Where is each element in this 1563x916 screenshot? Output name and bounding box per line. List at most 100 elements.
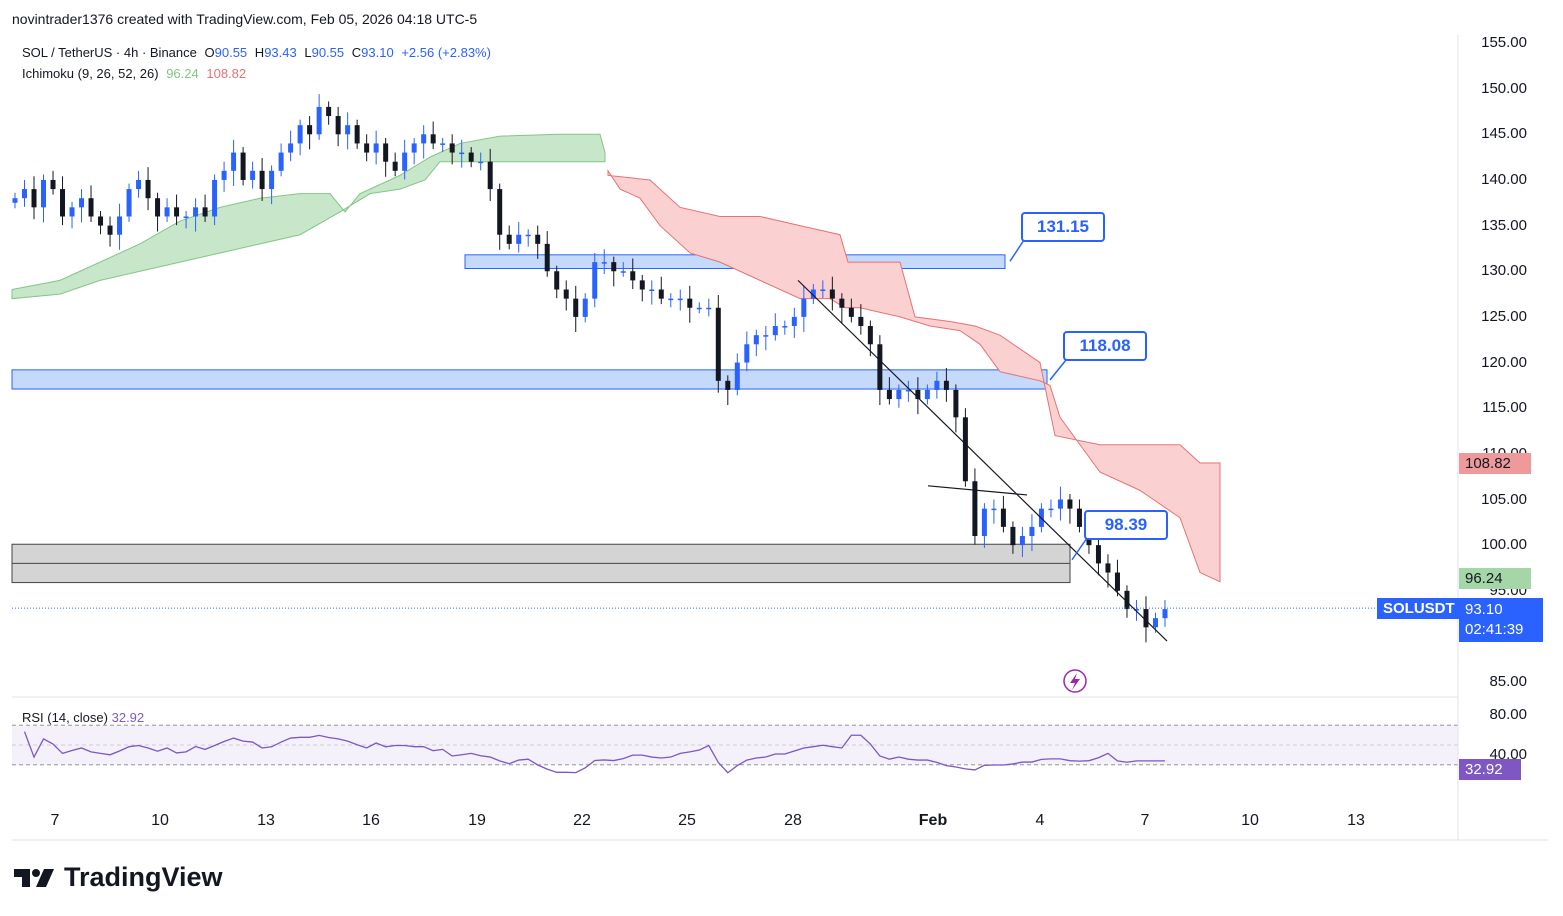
candle-body bbox=[668, 298, 674, 301]
candle-body bbox=[136, 179, 142, 190]
candle-body bbox=[943, 380, 949, 390]
tradingview-logo-icon bbox=[14, 868, 54, 887]
candle-body bbox=[1152, 618, 1158, 628]
candle-body bbox=[611, 262, 617, 272]
indicator-value-2: 108.82 bbox=[206, 66, 247, 81]
cloud-top-tag: 108.82 bbox=[1459, 453, 1531, 474]
candle-body bbox=[98, 216, 104, 226]
candle-body bbox=[202, 207, 208, 217]
cloud-bearish bbox=[607, 169, 1221, 583]
candle-body bbox=[411, 143, 417, 153]
candle-body bbox=[829, 289, 835, 299]
candle-body bbox=[468, 152, 474, 162]
candle-body bbox=[288, 143, 294, 153]
candle-body bbox=[715, 307, 721, 381]
consolidation-line[interactable] bbox=[927, 485, 1028, 496]
resistance-zone-118[interactable] bbox=[11, 369, 1048, 390]
candle-body bbox=[487, 161, 493, 190]
high-value: 93.43 bbox=[264, 45, 297, 60]
time-tick: 7 bbox=[1140, 812, 1150, 829]
candle-body bbox=[392, 161, 398, 171]
candle-body bbox=[373, 143, 379, 153]
symbol-label[interactable]: SOL / TetherUS · 4h · Binance bbox=[22, 45, 197, 60]
candle-body bbox=[886, 389, 892, 400]
indicator-label[interactable]: Ichimoku (9, 26, 52, 26) bbox=[22, 66, 159, 81]
candle-body bbox=[725, 380, 731, 390]
rsi-name: RSI (14, close) bbox=[22, 710, 108, 725]
close-key: C bbox=[351, 45, 362, 60]
candle-body bbox=[259, 170, 265, 190]
low-value: 90.55 bbox=[311, 45, 345, 60]
brand-name: TradingView bbox=[64, 862, 223, 892]
candle-body bbox=[364, 143, 370, 153]
candle-body bbox=[544, 243, 550, 272]
candle-body bbox=[269, 170, 275, 190]
callout-131[interactable]: 131.15 bbox=[1021, 212, 1105, 242]
downtrend-line[interactable] bbox=[797, 279, 1168, 642]
time-tick: 28 bbox=[784, 812, 802, 829]
overlay-layer bbox=[12, 239, 1377, 693]
candle-body bbox=[41, 179, 47, 208]
candle-body bbox=[79, 198, 85, 208]
candle-body bbox=[345, 125, 351, 135]
time-tick: 4 bbox=[1035, 812, 1045, 829]
candle-body bbox=[649, 289, 655, 292]
change-value: +2.56 (+2.83%) bbox=[401, 45, 491, 60]
candle-body bbox=[820, 289, 826, 292]
candle-body bbox=[563, 289, 569, 299]
time-tick: 16 bbox=[362, 812, 380, 829]
candle-body bbox=[12, 198, 18, 203]
candle-body bbox=[354, 125, 360, 144]
indicator-legend: Ichimoku (9, 26, 52, 26) 96.24 108.82 bbox=[22, 66, 250, 81]
time-tick: 19 bbox=[468, 812, 486, 829]
time-tick: 7 bbox=[50, 812, 60, 829]
candle-body bbox=[630, 271, 636, 281]
tradingview-logo[interactable]: TradingView bbox=[14, 862, 223, 893]
open-key: O bbox=[204, 45, 215, 60]
candle-body bbox=[421, 134, 427, 144]
candle-body bbox=[449, 143, 455, 153]
symbol-tag: SOLUSDT bbox=[1377, 598, 1459, 619]
candle-body bbox=[706, 307, 712, 310]
candle-body bbox=[307, 125, 313, 135]
open-value: 90.55 bbox=[214, 45, 248, 60]
credit-text: novintrader1376 created with TradingView… bbox=[12, 11, 478, 27]
price-tick: 85.00 bbox=[1489, 673, 1527, 691]
price-tick: 130.00 bbox=[1481, 262, 1527, 280]
candle-body bbox=[278, 152, 284, 171]
candle-body bbox=[107, 225, 113, 235]
rsi-legend[interactable]: RSI (14, close) 32.92 bbox=[22, 710, 144, 725]
candle-body bbox=[953, 389, 959, 418]
countdown: 02:41:39 bbox=[1465, 621, 1524, 638]
price-tick: 100.00 bbox=[1481, 536, 1527, 554]
candle-body bbox=[183, 216, 189, 218]
callout-pointer-118 bbox=[1049, 359, 1067, 381]
price-tick: 125.00 bbox=[1481, 307, 1527, 325]
price-tick: 105.00 bbox=[1481, 490, 1527, 508]
candle-body bbox=[440, 143, 446, 145]
candle-body bbox=[50, 179, 56, 190]
candle-body bbox=[1095, 545, 1101, 564]
candle-body bbox=[915, 389, 921, 400]
candle-body bbox=[117, 216, 123, 235]
time-tick: 10 bbox=[151, 812, 169, 829]
candle-body bbox=[905, 389, 911, 392]
candle-body bbox=[525, 234, 531, 237]
candle-body bbox=[839, 298, 845, 308]
price-tick: 115.00 bbox=[1482, 399, 1527, 417]
callout-98[interactable]: 98.39 bbox=[1084, 510, 1168, 540]
candle-body bbox=[573, 298, 579, 317]
candle-body bbox=[991, 508, 997, 511]
callout-118[interactable]: 118.08 bbox=[1063, 331, 1147, 361]
candle-body bbox=[744, 344, 750, 363]
cloud-bullish bbox=[11, 133, 606, 300]
candle-body bbox=[658, 289, 664, 299]
candle-body bbox=[1162, 609, 1168, 619]
time-tick: 10 bbox=[1241, 812, 1259, 829]
candle-body bbox=[478, 161, 484, 164]
indicator-value-1: 96.24 bbox=[166, 66, 199, 81]
candle-body bbox=[459, 152, 465, 155]
rsi-tick: 80.00 bbox=[1489, 706, 1527, 724]
candle-body bbox=[592, 262, 598, 299]
